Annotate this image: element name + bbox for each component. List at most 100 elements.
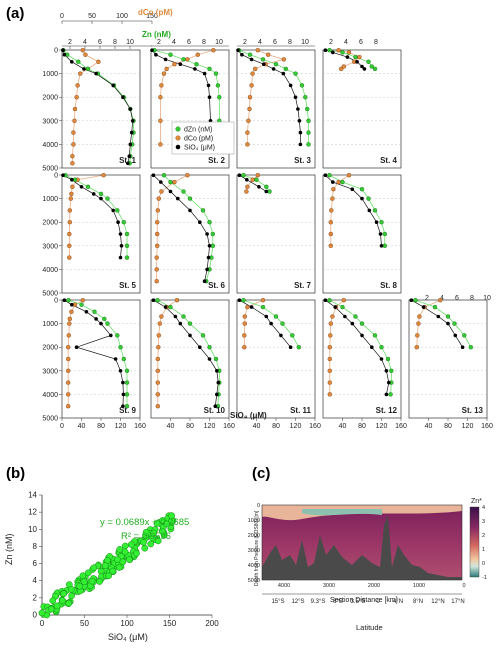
dco-point — [154, 231, 160, 237]
scatter-y-tick-label: 6 — [33, 559, 38, 568]
scatter-point — [115, 564, 123, 571]
dzn-point — [372, 333, 378, 338]
dco-point — [327, 380, 332, 385]
zn-tick-label: 8 — [288, 39, 292, 46]
dco-point — [67, 231, 72, 237]
dco-point — [247, 94, 253, 100]
station-frame — [408, 299, 488, 419]
scatter-xlabel: SiO₄ (μM) — [108, 632, 148, 642]
sio4-point — [99, 196, 103, 201]
sio4-point — [298, 130, 303, 135]
dzn-point — [327, 298, 332, 303]
dzn-profile-line — [243, 299, 300, 348]
colorbar-tick-label: 3 — [482, 519, 485, 525]
sio4-point — [323, 298, 328, 303]
sio4-point — [121, 380, 125, 385]
dco-point — [72, 106, 78, 112]
sio4-point — [297, 119, 302, 123]
zn-tick-label: 6 — [273, 39, 277, 46]
scatter-x-tick-label: 100 — [120, 619, 134, 628]
dzn-point — [194, 61, 199, 67]
zn-tick-label: 8 — [374, 39, 378, 46]
scatter-panel: 0 2 4 6 8 10 12 14 0 50 100 150 200 — [28, 491, 219, 629]
section-depth-label: Depth from Pressure (EOS80) [m] — [254, 510, 260, 586]
dco-point — [341, 298, 346, 303]
dco-point — [417, 314, 422, 319]
dzn-point — [379, 219, 384, 225]
sio4-tick-label: 160 — [481, 423, 493, 430]
sio4-point — [70, 302, 74, 307]
scatter-y-tick-label: 8 — [33, 542, 38, 551]
sio4-profile-line — [411, 299, 463, 348]
sio4-point — [150, 48, 154, 52]
seafloor — [262, 515, 462, 580]
sio4-point — [384, 392, 389, 397]
dzn-point — [247, 52, 253, 57]
sio4-point — [205, 267, 209, 272]
sio4-profile-line — [239, 174, 267, 192]
dco-point — [159, 189, 164, 194]
dco-point — [155, 380, 161, 385]
sio4-tick-label: 160 — [309, 423, 321, 430]
scatter-point — [141, 544, 149, 552]
depth-tick-label: 5000 — [42, 166, 58, 173]
dco-point — [80, 48, 86, 53]
scatter-y-tick-label: 10 — [28, 525, 37, 534]
sio4-point — [91, 192, 96, 196]
dco-point — [327, 368, 332, 373]
sio4-point — [207, 357, 212, 361]
dzn-point — [207, 219, 212, 225]
station-panel: 0 1000 2000 3000 4000 5000 St. 9 0 40 80 120 160 — [42, 298, 146, 431]
dzn-point — [388, 392, 393, 397]
sio4-point — [345, 55, 350, 59]
dco-point — [245, 142, 250, 147]
sio4-point — [362, 67, 367, 71]
zn-axis-label: Zn (nM) — [142, 30, 171, 39]
dco-point — [155, 404, 161, 409]
sio4-point — [207, 244, 212, 248]
sio4-point — [163, 305, 168, 309]
sio4-point — [159, 180, 163, 184]
sio4-point — [257, 185, 261, 189]
dzn-point — [168, 52, 173, 57]
sio4-point — [271, 67, 276, 71]
dzn-point — [340, 179, 345, 185]
dco-point — [72, 118, 77, 124]
zn-tick-label: 4 — [83, 39, 87, 46]
dzn-point — [273, 61, 279, 67]
dzn-point — [353, 54, 358, 60]
station-label: St. 13 — [462, 406, 484, 415]
dco-point — [156, 345, 161, 350]
sio4-point — [360, 64, 364, 69]
section-latitude-label: Latitude — [356, 623, 383, 632]
dzn-point — [76, 59, 81, 64]
depth-tick-label: 3000 — [42, 118, 58, 125]
section-depth-tick-label: 2000 — [248, 533, 260, 539]
dzn-point — [306, 118, 311, 124]
dzn-point — [462, 333, 467, 338]
sio4-point — [62, 298, 67, 303]
station-panel: St. 6 — [150, 172, 230, 294]
scatter-point — [125, 556, 133, 563]
dco-point — [69, 309, 74, 314]
dzn-point — [217, 94, 222, 100]
section-depth-tick-label: 5000 — [248, 578, 260, 584]
dco-profile-line — [329, 299, 345, 395]
sio4-tick-label: 160 — [223, 423, 235, 430]
scatter-point — [47, 605, 55, 613]
depth-tick-label: 2000 — [42, 220, 58, 227]
sio4-point — [202, 71, 207, 76]
dzn-point — [359, 321, 365, 326]
dzn-point — [124, 404, 130, 409]
sio4-point — [111, 208, 115, 213]
sio4-point — [178, 62, 183, 66]
latitude-tick-label: 0 — [376, 599, 380, 605]
sio4-point — [113, 357, 118, 361]
dzn-point — [124, 368, 130, 373]
dco-point — [327, 345, 332, 350]
sio4-point — [130, 119, 135, 123]
sio4-point — [215, 369, 219, 373]
dzn-point — [432, 304, 438, 310]
dzn-point — [303, 94, 308, 100]
station-panel: 0 1000 2000 3000 4000 5000 St. 1 — [42, 48, 141, 173]
